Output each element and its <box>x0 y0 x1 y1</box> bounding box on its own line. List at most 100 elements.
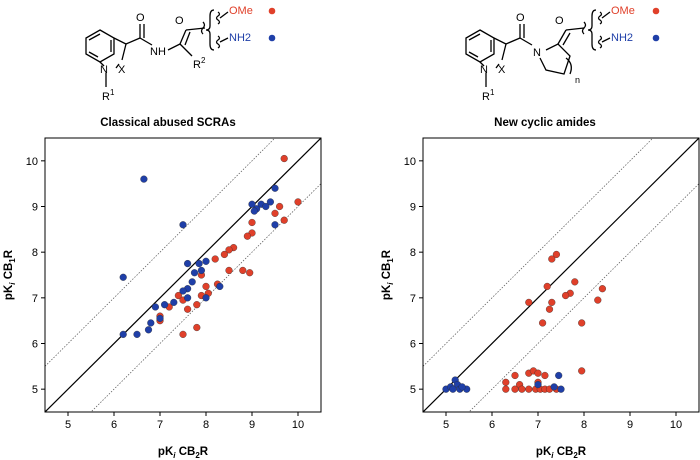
data-point-nh2 <box>179 221 187 229</box>
data-point-nh2 <box>248 200 256 208</box>
data-point-ome <box>511 385 519 393</box>
scatter-plot-classical: 5 6 7 8 9 10 5 6 7 8 9 10 pKi CB2R pKi CB1R <box>3 137 322 460</box>
atom-nh: NH <box>150 46 166 58</box>
substituent-ome: OMe <box>229 5 253 17</box>
y-tick-label: 9 <box>410 202 416 214</box>
data-point-ome <box>276 202 284 211</box>
data-point-ome <box>571 278 579 286</box>
data-point-nh2 <box>119 330 127 338</box>
x-tick-label: 10 <box>292 419 304 431</box>
atom-r1: R <box>102 91 110 103</box>
y-tick-label: 8 <box>410 247 416 259</box>
brace <box>205 9 215 51</box>
data-point-ome <box>225 246 233 254</box>
atom-r1: R <box>482 91 490 103</box>
data-point-ome <box>243 232 251 240</box>
atom-r2: R <box>193 59 201 71</box>
data-point-ome <box>211 255 219 263</box>
data-point-nh2 <box>140 175 148 183</box>
x-tick-label: 8 <box>581 419 587 431</box>
substituent-ome: OMe <box>611 5 635 17</box>
pyrrole-ring <box>113 37 127 61</box>
data-point-nh2 <box>188 278 196 286</box>
data-point-nh2 <box>170 298 178 306</box>
data-point-nh2 <box>184 260 192 268</box>
data-point-ome <box>280 154 288 163</box>
data-point-ome <box>518 385 526 393</box>
benzene-ring <box>465 29 495 63</box>
data-point-ome <box>225 266 233 275</box>
structure-classical <box>85 9 229 87</box>
pyrrole-ring <box>493 37 507 61</box>
data-point-ome <box>502 378 510 386</box>
data-point-nh2 <box>449 385 457 393</box>
nh2-marker <box>268 34 276 42</box>
data-point-nh2 <box>555 371 563 380</box>
data-point-ome <box>548 298 556 306</box>
data-point-nh2 <box>151 303 159 311</box>
x-tick-label: 5 <box>443 419 449 431</box>
series-ome <box>156 154 302 338</box>
data-point-nh2 <box>119 273 127 281</box>
y-tick-label: 7 <box>410 293 416 305</box>
data-point-ome <box>502 385 510 393</box>
data-point-ome <box>578 319 586 327</box>
atom-r1-sup: 1 <box>490 88 495 97</box>
data-point-ome <box>525 385 533 393</box>
data-point-ome <box>193 301 201 309</box>
data-point-ome <box>578 367 586 375</box>
offset-line-minus-1 <box>90 183 321 412</box>
y-tick-label: 5 <box>32 384 38 396</box>
identity-line <box>45 138 321 412</box>
atom-r2-sup: 2 <box>201 56 206 65</box>
y-tick-label: 6 <box>32 339 38 351</box>
brace <box>587 9 597 51</box>
offset-line-plus-1 <box>423 138 654 367</box>
plot-frame <box>44 137 322 413</box>
identity-line <box>423 138 699 412</box>
data-point-nh2 <box>271 221 279 229</box>
data-point-nh2 <box>262 202 270 211</box>
data-point-ome <box>545 305 554 313</box>
carbonyl-bond <box>125 37 141 45</box>
data-point-ome <box>548 255 556 263</box>
data-point-ome <box>552 250 560 259</box>
data-point-ome <box>598 285 606 293</box>
data-point-ome <box>525 298 533 306</box>
y-axis-label: pKi CB1R <box>381 249 395 300</box>
caption-cyclic: New cyclic amides <box>494 117 596 129</box>
data-point-nh2 <box>550 383 558 391</box>
data-point-nh2 <box>458 383 466 391</box>
atom-n: N <box>480 64 488 76</box>
data-point-ome <box>511 371 519 380</box>
x-tick-label: 10 <box>670 419 682 431</box>
data-point-ome <box>248 218 256 227</box>
y-tick-label: 6 <box>410 339 416 351</box>
y-tick-label: 9 <box>32 202 38 214</box>
data-point-ome <box>179 330 187 338</box>
reference-lines <box>45 138 321 412</box>
y-tick-label: 10 <box>404 156 416 168</box>
y-tick-label: 10 <box>26 156 38 168</box>
data-point-nh2 <box>144 326 153 334</box>
atom-x: X <box>118 64 126 76</box>
data-point-nh2 <box>190 269 199 277</box>
substituent-nh2: NH2 <box>611 32 633 44</box>
x-tick-label: 7 <box>157 419 163 431</box>
x-tick-label: 7 <box>535 419 541 431</box>
data-point-nh2 <box>179 287 187 295</box>
series-nh2 <box>442 371 565 393</box>
subscript-n: n <box>575 75 580 85</box>
data-point-nh2 <box>197 266 205 275</box>
structure-cyclic-labels: N X R 1 O N O n OMe NH2 New cyclic amide… <box>480 5 660 129</box>
data-point-ome <box>534 369 542 377</box>
reference-lines <box>423 138 699 412</box>
data-point-nh2 <box>271 184 279 192</box>
data-point-nh2 <box>195 260 203 268</box>
y-tick-label: 5 <box>410 384 416 396</box>
offset-line-minus-1 <box>468 183 699 412</box>
y-tick-label: 7 <box>32 293 38 305</box>
x-axis-label: pKi CB2R <box>536 446 587 460</box>
data-point-ome <box>562 291 570 300</box>
